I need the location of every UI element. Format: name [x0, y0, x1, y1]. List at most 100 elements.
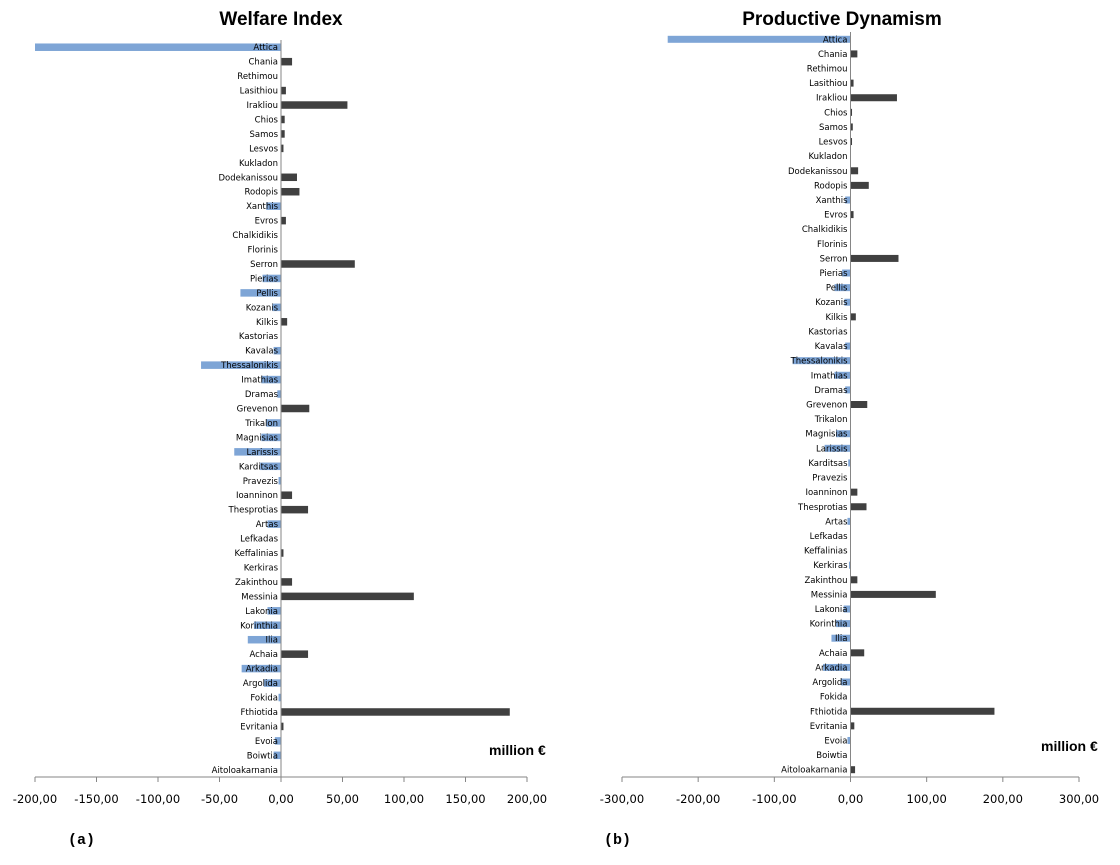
category-label: Dramas	[814, 386, 848, 396]
bar-messinia	[850, 590, 936, 598]
category-label: Kavalas	[815, 342, 848, 352]
bar-artas	[267, 520, 281, 528]
x-tick-label: 0,00	[268, 792, 294, 806]
bar-argolida	[841, 678, 851, 686]
category-label: Aitoloakarnania	[212, 766, 278, 776]
bar-trikalon	[266, 419, 281, 427]
x-tick-label: -150,00	[74, 792, 118, 806]
category-label: Fthiotida	[810, 707, 847, 717]
category-label: Chalkidikis	[802, 225, 848, 235]
bar-ioanninon	[850, 488, 858, 496]
category-label: Kavalas	[245, 347, 278, 357]
bar-korinthia	[836, 620, 851, 628]
category-label: Zakinthou	[804, 576, 847, 586]
category-label: Imathias	[241, 376, 278, 386]
category-label: Achaia	[249, 650, 278, 660]
category-label: Achaia	[819, 649, 848, 659]
bar-chania	[850, 50, 858, 58]
category-label: Thessalonikis	[790, 357, 848, 367]
category-label: Chios	[255, 115, 279, 125]
category-label: Argolida	[812, 678, 847, 688]
category-label: Kastorias	[808, 327, 848, 337]
category-label: Evros	[255, 217, 279, 227]
bar-evoia	[274, 737, 281, 745]
category-label: Attica	[823, 35, 848, 45]
category-label: Chania	[818, 50, 848, 60]
bar-lakonia	[267, 607, 281, 615]
category-label: Ioanninon	[805, 488, 847, 498]
category-label: Pierias	[819, 269, 848, 279]
bar-thessalonikis	[792, 357, 851, 365]
bar-grevenon	[281, 404, 310, 413]
bar-dramas	[277, 390, 281, 398]
bar-aitoloakarnania	[850, 766, 856, 774]
bar-fokida	[278, 693, 281, 702]
category-label: Ioanninon	[236, 491, 278, 501]
x-tick-label: 150,00	[445, 792, 485, 806]
bar-xanthis	[266, 202, 281, 210]
category-label: Evros	[824, 211, 848, 221]
panel-label: (b)	[604, 832, 631, 849]
category-label: Boiwtia	[816, 751, 847, 761]
category-label: Boiwtia	[247, 751, 278, 761]
category-label: Lakonia	[245, 607, 278, 617]
bar-evritania	[850, 722, 855, 730]
bar-chios	[281, 115, 285, 124]
category-label: Imathias	[811, 371, 848, 381]
category-label: Pravezis	[812, 474, 848, 484]
category-label: Fthiotida	[241, 708, 278, 718]
bar-serron	[281, 260, 355, 268]
bar-attica	[35, 43, 281, 51]
bar-keffalinias	[281, 549, 284, 557]
category-label: Pellis	[256, 289, 278, 299]
category-label: Magnisias	[805, 430, 848, 440]
category-label: Thessalonikis	[220, 361, 278, 371]
category-label: Lefkadas	[810, 532, 848, 542]
category-label: Messinia	[811, 590, 848, 600]
category-label: Thesprotias	[797, 503, 848, 513]
category-label: Magnisias	[236, 433, 279, 443]
category-label: Samos	[819, 123, 848, 133]
category-label: Lakonia	[815, 605, 848, 615]
bar-lasithiou	[850, 79, 854, 87]
panel-label: (a)	[68, 832, 95, 849]
x-tick-label: 50,00	[326, 792, 359, 806]
x-tick-label: 300,00	[1059, 792, 1099, 806]
category-label: Arkadia	[815, 663, 847, 673]
category-label: Arkadia	[246, 665, 278, 675]
category-label: Rodopis	[814, 181, 848, 191]
bar-group	[667, 35, 995, 774]
bar-ioanninon	[281, 491, 293, 499]
category-label: Irakliou	[816, 94, 847, 104]
category-label: Larissis	[247, 448, 279, 458]
bar-imathias	[834, 371, 851, 379]
bar-karditsas	[260, 462, 281, 471]
bar-pierias	[842, 269, 851, 277]
bar-argolida	[263, 679, 281, 687]
category-label: Evritania	[810, 722, 848, 732]
bar-irakliou	[281, 101, 348, 109]
category-label: Zakinthou	[235, 578, 278, 588]
unit-label: million €	[1041, 738, 1098, 754]
category-label: Evoia	[824, 736, 847, 746]
category-label: Korinthia	[810, 620, 848, 630]
category-label: Pravezis	[243, 477, 279, 487]
chart-productive-dynamism: Productive Dynamism Attica Chania Rethimou…	[600, 9, 1099, 849]
bar-korinthia	[253, 621, 281, 630]
bar-larissis	[234, 448, 281, 456]
bar-irakliou	[850, 94, 897, 102]
bar-pravezis	[278, 477, 281, 485]
bar-lasithiou	[281, 86, 286, 95]
bar-boiwtia	[273, 751, 281, 760]
category-label: Argolida	[243, 679, 278, 689]
bar-fthiotida	[850, 707, 995, 715]
category-label: Aitoloakarnania	[781, 766, 847, 776]
bar-messinia	[281, 592, 414, 601]
bar-evros	[281, 216, 286, 225]
category-label: Trikalon	[814, 415, 848, 425]
bar-evros	[850, 211, 854, 219]
bar-pierias	[262, 274, 281, 283]
category-labels: Attica Chania Rethimou Lasithiou Irakliou Chi…	[212, 43, 279, 776]
bar-dodekanissou	[850, 167, 859, 175]
